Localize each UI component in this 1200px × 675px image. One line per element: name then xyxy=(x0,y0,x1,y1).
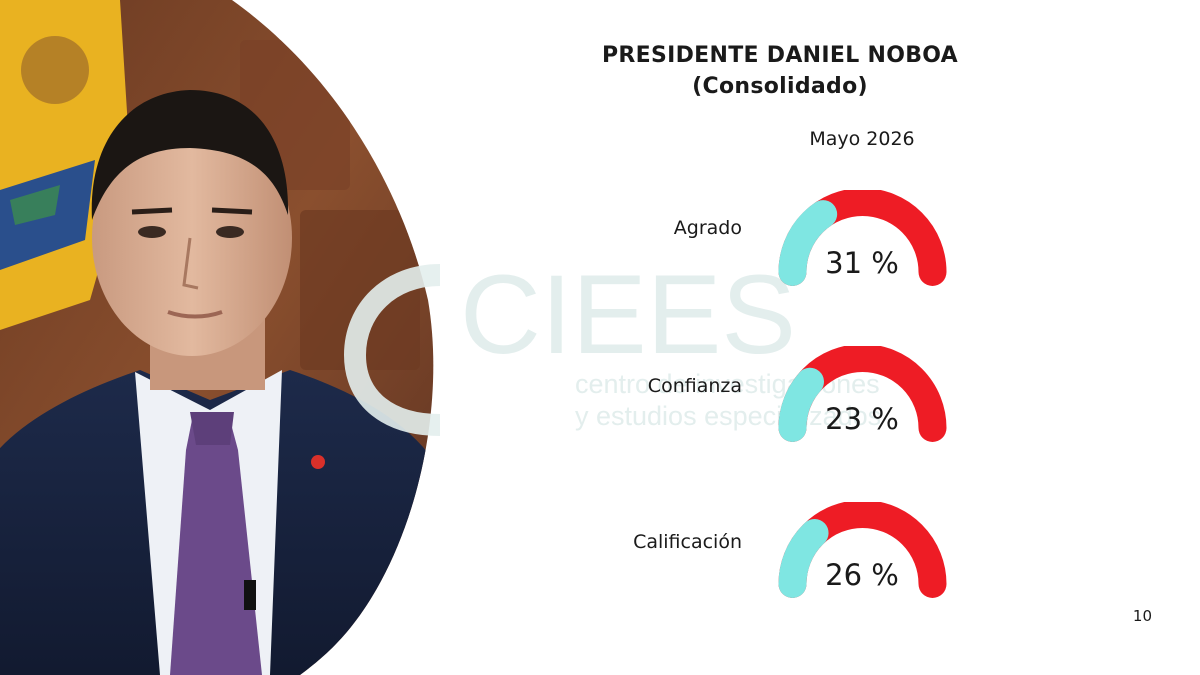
gauge-fill-calificacion xyxy=(778,518,829,598)
page-number: 10 xyxy=(1132,607,1152,625)
gauge-calificacion xyxy=(778,502,947,598)
title-line-1: PRESIDENTE DANIEL NOBOA xyxy=(601,43,959,68)
gauge-confianza xyxy=(778,346,947,442)
gauge-value-calificacion: 26 % xyxy=(825,558,899,592)
gauge-value-confianza: 23 % xyxy=(825,402,899,436)
svg-text:CIEES: CIEES xyxy=(460,252,796,377)
period-label: Mayo 2026 xyxy=(809,128,915,150)
president-photo xyxy=(0,0,440,675)
gauge-label-calificacion: Calificación xyxy=(633,531,742,553)
gauge-fill-agrado xyxy=(778,200,838,286)
gauge-label-agrado: Agrado xyxy=(673,217,742,239)
gauge-value-agrado: 31 % xyxy=(825,246,899,280)
slide-title: PRESIDENTE DANIEL NOBOA (Consolidado) xyxy=(560,40,1000,102)
title-line-2: (Consolidado) xyxy=(692,74,868,99)
gauge-fill-confianza xyxy=(778,367,824,442)
gauge-label-confianza: Confianza xyxy=(647,375,742,397)
gauge-agrado xyxy=(778,190,947,286)
